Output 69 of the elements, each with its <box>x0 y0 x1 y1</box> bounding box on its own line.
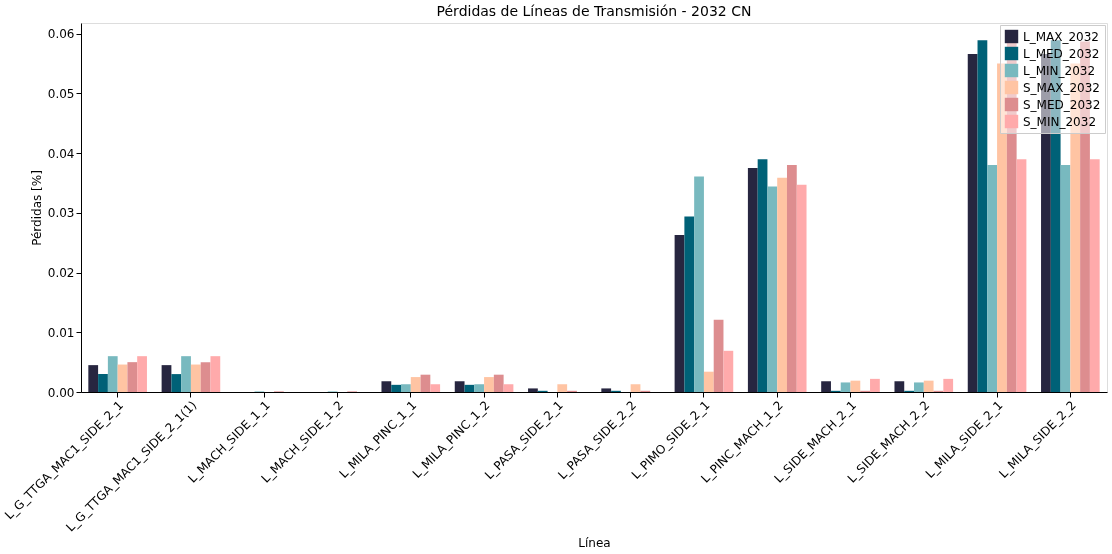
bar <box>391 384 402 392</box>
chart-title: Pérdidas de Líneas de Transmisión - 2032 CN <box>436 3 752 19</box>
bar <box>454 381 465 392</box>
bar <box>381 381 392 392</box>
bar <box>1089 159 1100 392</box>
bar <box>1060 165 1071 392</box>
bar <box>420 374 431 392</box>
bar <box>723 350 734 392</box>
bar <box>137 356 147 392</box>
bar <box>914 382 924 392</box>
bar <box>923 380 934 392</box>
y-tick-label: 0.05 <box>47 86 75 101</box>
bar <box>107 356 118 392</box>
legend-label: L_MIN_2032 <box>1023 63 1096 78</box>
bar <box>181 356 191 392</box>
bar <box>967 54 978 392</box>
bar <box>190 364 201 392</box>
bar <box>694 176 704 392</box>
bar <box>1016 159 1027 392</box>
bar <box>796 184 807 392</box>
y-tick-label: 0.01 <box>47 325 75 340</box>
bar <box>503 384 514 392</box>
bar <box>200 362 211 392</box>
bar <box>493 374 504 392</box>
bar <box>747 168 758 392</box>
legend-label: L_MED_2032 <box>1023 46 1100 61</box>
bar <box>484 377 494 392</box>
bar <box>210 356 221 392</box>
bar <box>674 234 685 392</box>
bar <box>684 216 695 392</box>
legend-label: S_MAX_2032 <box>1023 80 1100 95</box>
bar <box>171 374 182 392</box>
x-axis-title: Línea <box>578 535 611 550</box>
bar <box>557 384 568 392</box>
bar <box>987 165 998 392</box>
bar <box>630 384 641 392</box>
y-tick-label: 0.04 <box>47 146 75 161</box>
legend-label: S_MED_2032 <box>1023 97 1101 112</box>
bar <box>713 319 724 392</box>
bar <box>117 364 128 392</box>
legend-label: L_MAX_2032 <box>1023 29 1100 44</box>
bar <box>401 384 411 392</box>
bar <box>786 165 797 392</box>
y-tick-label: 0.00 <box>47 385 75 400</box>
bar <box>601 388 612 392</box>
y-tick-label: 0.03 <box>47 206 75 221</box>
bar <box>777 177 787 392</box>
bar <box>127 362 138 392</box>
bar <box>88 365 99 392</box>
bar <box>870 378 880 392</box>
bar <box>98 374 108 392</box>
y-tick-label: 0.06 <box>47 27 75 42</box>
y-tick-label: 0.02 <box>47 266 75 281</box>
bar <box>430 384 441 392</box>
bar <box>464 384 475 392</box>
bar <box>943 378 954 392</box>
bar <box>977 40 988 392</box>
bar <box>757 159 768 392</box>
bar <box>840 382 851 392</box>
y-axis-title: Pérdidas [%] <box>29 170 44 246</box>
bar <box>474 384 485 392</box>
legend-label: S_MIN_2032 <box>1023 114 1097 129</box>
bar <box>528 388 538 392</box>
bar <box>767 186 778 392</box>
bar <box>821 381 831 392</box>
bar <box>410 377 421 392</box>
bar <box>703 371 714 392</box>
bar <box>894 381 905 392</box>
bar <box>161 365 172 392</box>
